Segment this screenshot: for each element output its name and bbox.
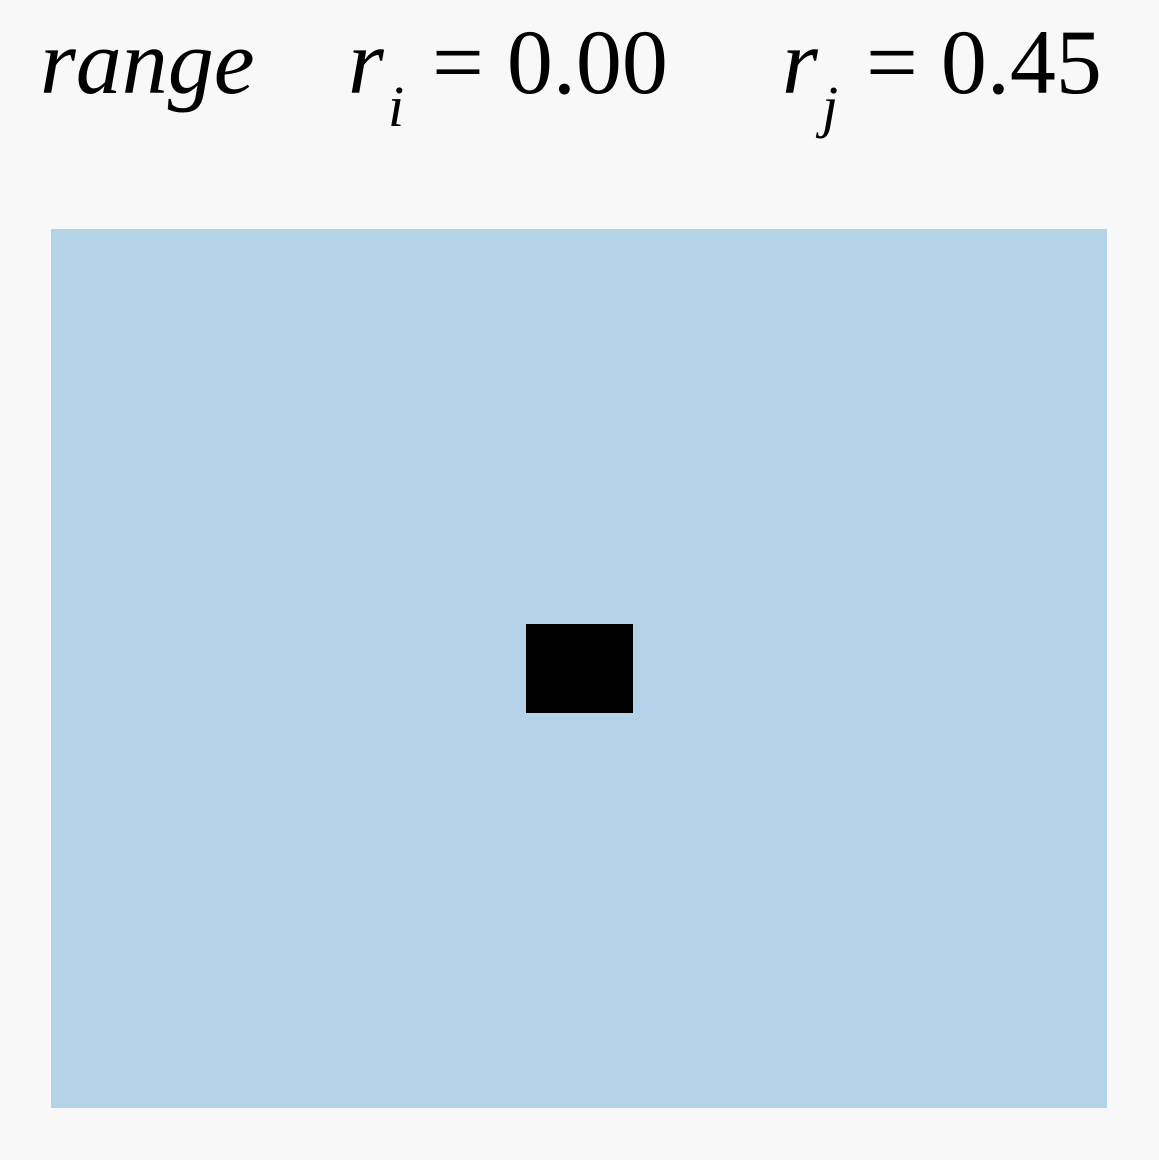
- ri-subscript: i: [388, 74, 405, 139]
- range-panel: [51, 229, 1107, 1108]
- rj-symbol: r: [782, 11, 818, 113]
- position-marker: [526, 624, 633, 713]
- rj-value: = 0.45: [866, 11, 1102, 113]
- mode-label: range: [40, 11, 255, 113]
- ri-value: = 0.00: [432, 11, 668, 113]
- ri-symbol: r: [348, 11, 384, 113]
- rj-subscript: j: [822, 74, 839, 139]
- title-bar: range r i = 0.00 r j = 0.45: [40, 16, 1140, 156]
